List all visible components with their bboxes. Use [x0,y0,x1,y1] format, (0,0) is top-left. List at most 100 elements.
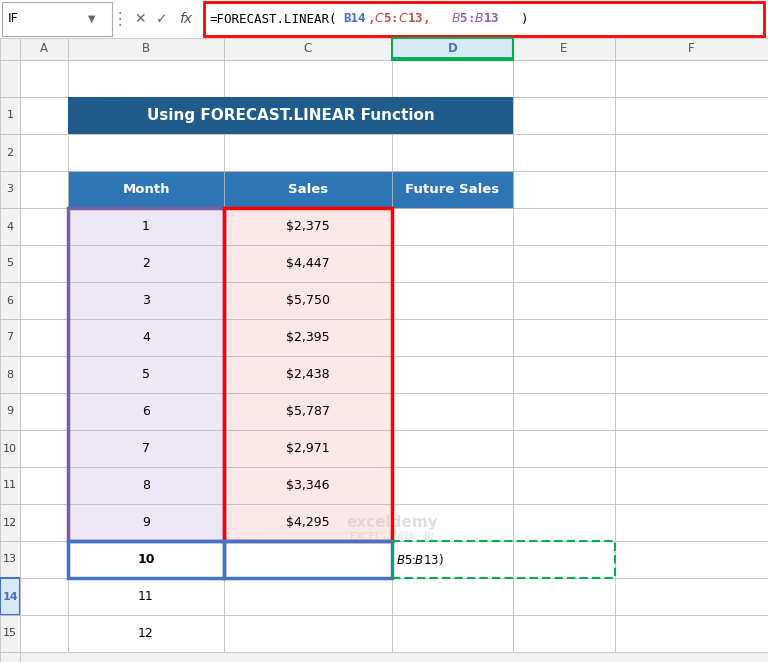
Bar [392,430,513,467]
Text: Using FORECAST.LINEAR Function: Using FORECAST.LINEAR Function [147,108,435,123]
Text: fx: fx [180,12,193,26]
Text: $2,438: $2,438 [286,368,329,381]
Bar [615,208,768,245]
Text: Sales: Sales [288,183,328,196]
Bar [392,393,513,430]
Bar [513,319,615,356]
Text: 12: 12 [138,627,154,640]
Bar [615,60,768,97]
Text: A: A [40,42,48,56]
Bar [20,208,68,245]
Bar [0,38,20,60]
Bar [392,57,513,60]
Bar [392,60,513,97]
Bar [513,504,615,541]
Bar [68,245,224,282]
Bar [615,245,768,282]
Bar [68,134,224,171]
Bar [224,319,392,356]
Text: 1: 1 [6,111,14,120]
Bar [224,504,392,541]
Bar [20,97,68,134]
Bar [513,430,615,467]
Text: $5,750: $5,750 [286,294,330,307]
Bar [513,578,615,615]
Bar [513,356,615,393]
Bar [224,430,392,467]
Bar [20,393,68,430]
Bar [224,97,392,134]
Bar [68,171,224,208]
Text: 10: 10 [3,444,17,453]
Bar [392,356,513,393]
Text: ): ) [521,13,528,26]
Text: ,$C$5:$C$13,: ,$C$5:$C$13, [367,11,429,26]
Bar [392,615,513,652]
Bar [20,134,68,171]
Text: 8: 8 [6,369,14,379]
Bar [615,356,768,393]
Bar [0,652,20,662]
Bar [513,60,615,97]
Bar [513,282,615,319]
Bar [68,208,224,541]
Bar [2,2,112,36]
Bar [68,319,224,356]
Bar [224,356,392,393]
Bar [68,393,224,430]
Bar [224,38,392,60]
Bar [224,541,392,578]
Bar [0,615,20,652]
Bar [224,245,392,282]
Bar [392,171,513,208]
Text: 9: 9 [6,406,14,416]
Bar [68,356,224,393]
Text: 3: 3 [6,185,14,195]
Bar [68,171,224,208]
Bar [68,208,224,245]
Bar [20,467,68,504]
Bar [224,171,392,208]
Bar [0,245,20,282]
Bar [224,393,392,430]
Bar [0,504,20,541]
Bar [392,504,513,541]
Bar [0,356,20,393]
Text: =FORECAST.LINEAR(: =FORECAST.LINEAR( [210,13,337,26]
Text: E: E [561,42,568,56]
Bar [224,60,392,97]
Bar [68,578,224,615]
Bar [68,615,224,652]
Bar [224,504,392,541]
Bar [68,38,224,60]
Bar [224,393,392,430]
Text: IF: IF [8,13,18,26]
Bar [68,393,224,430]
Bar [20,541,68,578]
Bar [224,541,392,578]
Bar [615,504,768,541]
Bar [68,97,513,134]
Bar [0,134,20,171]
Text: B: B [142,42,150,56]
Bar [68,97,224,134]
Bar [20,245,68,282]
Bar [20,38,68,60]
Bar [224,134,392,171]
Text: 2: 2 [6,148,14,158]
Bar [224,578,392,615]
Bar [615,38,768,60]
Text: 3: 3 [142,294,150,307]
Bar [513,467,615,504]
Bar [615,134,768,171]
Bar [513,97,615,134]
Bar [392,171,513,208]
Bar [615,282,768,319]
Bar [513,245,615,282]
Text: 12: 12 [3,518,17,528]
Text: 11: 11 [3,481,17,491]
Bar [615,393,768,430]
Bar [224,245,392,282]
Text: 14: 14 [2,592,18,602]
Bar [615,578,768,615]
